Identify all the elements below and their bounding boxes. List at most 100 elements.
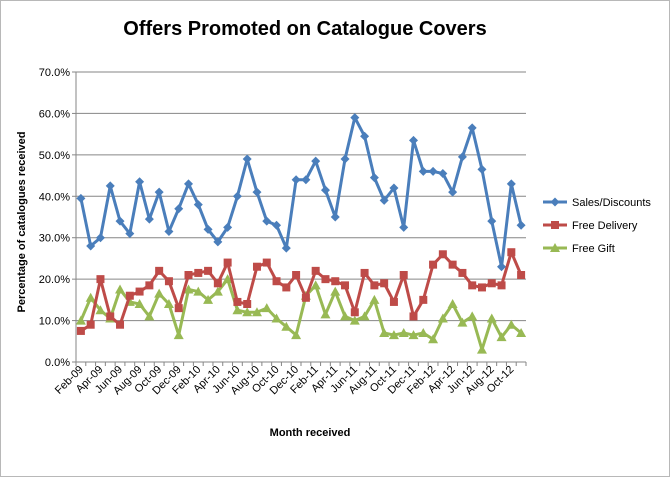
sales-discounts-point [506,179,516,189]
free-gift-point [467,311,478,321]
free-gift-point [75,315,86,325]
free-gift-point [349,315,360,325]
sales-discounts-point [291,175,301,185]
free-delivery-point [438,250,447,259]
free-gift-point [154,288,165,298]
free-delivery-point [341,281,350,290]
sales-discounts-point [301,175,311,185]
sales-discounts-point [144,214,154,224]
sales-discounts-point [487,216,497,226]
legend-label-free-delivery: Free Delivery [572,220,638,232]
free-delivery-point [184,271,193,279]
free-gift-point [340,311,351,321]
sales-discounts-point [360,131,370,141]
free-gift-point [486,313,497,323]
free-gift-point [516,328,527,337]
free-gift-point [222,274,233,284]
sales-discounts-point [154,187,164,197]
sales-discounts-point [125,229,135,239]
sales-discounts-point [350,113,360,123]
free-gift-point [408,330,419,340]
free-delivery-point [507,248,516,257]
sales-discounts-point [340,154,350,164]
free-delivery-point [429,260,438,269]
sales-discounts-point [164,227,174,236]
free-delivery-point [204,266,213,275]
sales-discounts-point [252,187,262,197]
sales-discounts-point [457,152,467,162]
sales-discounts-point [262,216,272,226]
sales-discounts-point [418,166,428,176]
free-gift-point [173,330,184,340]
sales-discounts-point [477,164,487,174]
free-gift-point [183,284,194,294]
sales-discounts-point [399,222,409,232]
sales-discounts-point [369,173,379,183]
free-gift-point [163,299,174,308]
free-gift-point [251,307,262,317]
free-gift-point [261,303,272,313]
free-gift-point [242,307,253,317]
free-gift-point [506,319,517,329]
free-delivery-point [213,279,222,288]
free-gift-point [134,299,145,308]
legend-label-sales-discounts: Sales/Discounts [572,197,651,209]
free-delivery-point [311,266,320,275]
y-tick-label: 30.0% [39,233,70,245]
y-tick-label: 60.0% [39,108,70,120]
free-delivery-point [301,293,310,302]
free-gift-point [437,313,448,323]
free-delivery-point [360,268,369,277]
free-gift-point [388,330,399,340]
y-tick-label: 40.0% [39,191,70,203]
free-gift-point [271,313,282,323]
free-gift-point [232,305,243,315]
sales-discounts-point [272,220,282,230]
sales-discounts-point [193,200,203,210]
free-delivery-point [380,279,389,288]
free-delivery-point [409,312,418,321]
sales-discounts-point [281,243,291,253]
free-gift-point [359,311,370,321]
free-delivery-point [96,275,105,284]
free-gift-line [79,277,523,352]
sales-discounts-point [135,177,145,187]
free-delivery-point [76,326,85,335]
free-delivery-point [272,277,281,286]
y-tick-label: 0.0% [45,357,70,369]
sales-discounts-point [320,185,330,195]
free-delivery-point [86,320,95,329]
free-delivery-point [155,266,164,275]
free-delivery-point [125,291,134,300]
sales-discounts-point [184,179,193,189]
free-delivery-point [487,279,496,288]
free-gift-point [496,332,507,342]
free-delivery-point [399,271,408,279]
free-delivery-point [292,271,301,279]
free-delivery-point [116,320,125,329]
free-delivery-point [477,283,486,292]
sales-discounts-point [428,166,438,176]
free-delivery-point [194,268,203,277]
free-gift-point [428,334,439,344]
free-delivery-point [164,277,173,286]
free-gift-point [203,294,214,304]
free-gift-point [281,321,292,331]
sales-discounts-point [311,156,321,166]
free-delivery-point [331,277,340,286]
sales-discounts-point [389,183,399,193]
free-delivery-point [468,281,477,290]
sales-discounts-point [174,204,184,214]
sales-discounts-line [79,116,523,269]
free-delivery-point [350,308,359,317]
free-delivery-point [252,262,261,271]
y-tick-label: 50.0% [39,150,70,162]
free-delivery-point [458,268,467,277]
sales-discounts-point [330,212,340,222]
x-axis-label: Month received [269,427,351,439]
free-gift-point [379,328,390,337]
free-gift-point [476,344,487,354]
sales-discounts-point [497,262,507,272]
